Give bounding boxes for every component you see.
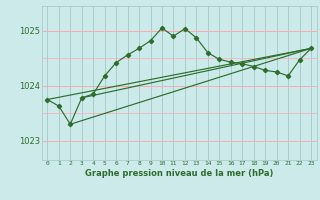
X-axis label: Graphe pression niveau de la mer (hPa): Graphe pression niveau de la mer (hPa): [85, 169, 273, 178]
